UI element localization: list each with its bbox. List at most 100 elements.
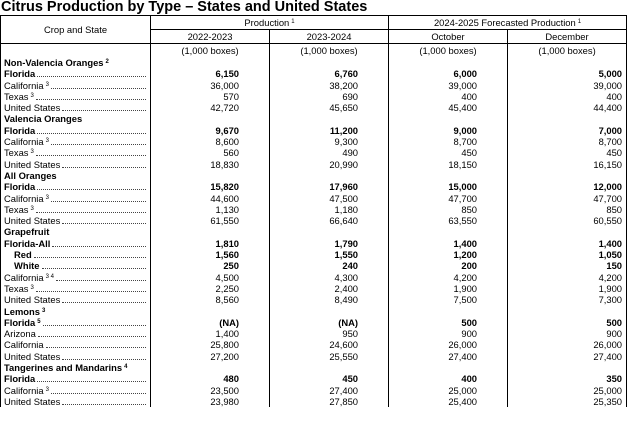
value-cell: 26,000 — [388, 339, 509, 351]
value-cell: 44,400 — [507, 102, 627, 114]
label-cell: Valencia Oranges — [0, 113, 151, 125]
data-row: United States 27,200 25,550 27,400 27,400 — [0, 350, 627, 363]
data-row: United States 61,550 66,640 63,550 60,550 — [0, 215, 627, 227]
data-row: California 3 23,500 27,400 25,000 25,000 — [0, 384, 627, 396]
label-cell: California 3 — [0, 79, 151, 91]
label-cell: Texas 3 — [0, 282, 151, 295]
data-row: United States 18,830 20,990 18,150 16,150 — [0, 158, 627, 170]
data-row: United States 23,980 27,850 25,400 25,350 — [0, 395, 627, 408]
row-label: Arizona — [4, 328, 36, 340]
row-label: California 3 — [4, 136, 49, 148]
leader-dots — [42, 324, 146, 326]
label-wrap: Lemons 3 — [4, 306, 148, 317]
label-cell: Non-Valencia Oranges 2 — [0, 57, 151, 69]
leader-dots — [37, 381, 146, 383]
year-header: December — [507, 29, 627, 44]
leader-dots — [45, 347, 146, 349]
row-label: Red — [14, 249, 32, 261]
data-row: Florida 9,670 11,200 9,000 7,000 — [0, 124, 627, 137]
value-cell: (NA) — [268, 316, 390, 329]
value-cell: 1,790 — [268, 237, 390, 250]
header-row: 2022-2023 2023-2024 October December — [1, 29, 627, 44]
label-wrap: California 3 — [4, 136, 148, 147]
value-cell — [150, 305, 270, 317]
data-row: Texas 3 560 490 450 450 — [0, 147, 627, 159]
row-label: Grapefruit — [4, 226, 50, 238]
label-wrap: Grapefruit — [4, 226, 148, 237]
row-label: California 3 4 — [4, 271, 54, 283]
row-label: California 3 — [4, 79, 49, 91]
footnote: 3 — [45, 386, 49, 393]
value-cell: 1,400 — [150, 328, 270, 340]
row-label: United States — [4, 350, 61, 362]
value-cell: 450 — [388, 147, 509, 159]
value-cell: 47,700 — [507, 192, 627, 204]
label-wrap: California 3 — [4, 385, 148, 396]
leader-dots — [50, 200, 146, 202]
leader-dots — [50, 392, 146, 394]
label-cell: Red — [0, 249, 151, 261]
value-cell: 1,560 — [150, 249, 270, 261]
label-cell: Grapefruit — [0, 226, 151, 238]
value-cell: 24,600 — [268, 339, 390, 351]
value-cell: 4,200 — [507, 271, 627, 283]
label-wrap: California 3 — [4, 193, 148, 204]
label-cell: Texas 3 — [0, 203, 151, 216]
value-cell: 250 — [150, 260, 270, 272]
leader-dots — [55, 279, 146, 281]
label-cell: Florida — [0, 68, 151, 80]
leader-dots — [50, 87, 146, 89]
data-row: Florida 6,150 6,760 6,000 5,000 — [0, 68, 627, 80]
label-wrap: Florida — [4, 68, 148, 79]
label-cell: Florida — [0, 124, 151, 137]
value-cell — [388, 226, 509, 238]
label-cell: California 3 — [0, 384, 151, 396]
row-label: California 3 — [4, 384, 49, 396]
value-cell: 1,130 — [150, 203, 270, 216]
value-cell: 200 — [388, 260, 509, 272]
section-row: Grapefruit — [0, 226, 627, 238]
value-cell — [268, 113, 390, 125]
label-wrap: Texas 3 — [4, 147, 148, 158]
value-cell: 25,000 — [507, 384, 627, 396]
value-cell: 560 — [150, 147, 270, 159]
leader-dots — [62, 223, 146, 225]
label-cell: Florida — [0, 373, 151, 385]
data-row: Texas 3 2,250 2,400 1,900 1,900 — [0, 282, 627, 295]
data-row: Texas 3 1,130 1,180 850 850 — [0, 203, 627, 216]
value-cell — [507, 169, 627, 182]
section-row: All Oranges — [0, 169, 627, 182]
label-cell: Texas 3 — [0, 90, 151, 103]
value-cell: 150 — [507, 260, 627, 272]
leader-dots — [62, 166, 146, 168]
header-cell: Crop and State — [0, 15, 151, 44]
value-cell: 1,900 — [388, 282, 509, 295]
value-cell: 1,400 — [388, 237, 509, 250]
label-cell: All Oranges — [0, 169, 151, 182]
label-wrap: California 3 — [4, 80, 148, 91]
footnote: 5 — [37, 318, 41, 325]
value-cell: 11,200 — [268, 124, 390, 137]
value-cell: 5,000 — [507, 68, 627, 80]
value-cell: 12,000 — [507, 181, 627, 193]
value-cell: 23,980 — [150, 395, 270, 408]
units-header: (1,000 boxes) — [268, 43, 390, 57]
label-wrap: Florida — [4, 181, 148, 192]
value-cell — [507, 362, 627, 374]
footnote: 1 — [577, 18, 582, 25]
value-cell: 63,550 — [388, 215, 509, 227]
value-cell: 570 — [150, 90, 270, 103]
value-cell — [268, 305, 390, 317]
footnote: 2 — [105, 59, 109, 65]
value-cell — [388, 362, 509, 374]
value-cell: 950 — [268, 328, 390, 340]
row-label: White — [14, 260, 40, 272]
label-cell: United States — [0, 294, 151, 306]
value-cell: 38,200 — [268, 79, 390, 91]
value-cell — [388, 113, 509, 125]
row-label: Florida — [4, 181, 36, 193]
value-cell: 1,050 — [507, 249, 627, 261]
footnote: 3 4 — [45, 273, 54, 280]
value-cell: 15,820 — [150, 181, 270, 193]
